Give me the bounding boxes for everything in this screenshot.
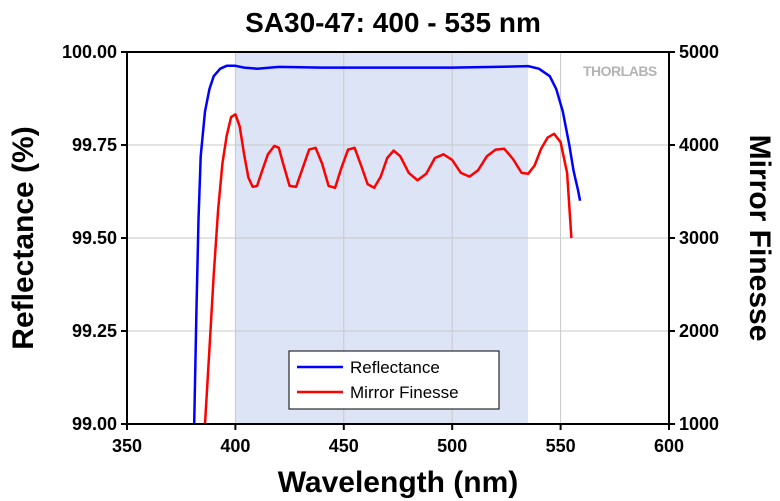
legend: Reflectance Mirror Finesse <box>288 350 500 410</box>
x-tick-label: 350 <box>112 436 142 456</box>
y-tick-label-right: 4000 <box>679 135 719 155</box>
y-tick-label-right: 5000 <box>679 42 719 62</box>
legend-box <box>288 350 500 410</box>
y-axis-label-right: Mirror Finesse <box>743 135 776 342</box>
y-tick-label-right: 2000 <box>679 321 719 341</box>
y-axis-label-left: Reflectance (%) <box>7 126 40 349</box>
x-tick-label: 400 <box>220 436 250 456</box>
x-tick-label: 450 <box>329 436 359 456</box>
x-tick-label: 500 <box>437 436 467 456</box>
y-tick-label-left: 99.75 <box>72 135 117 155</box>
y-tick-label-right: 1000 <box>679 414 719 434</box>
chart-title: SA30-47: 400 - 535 nm <box>245 7 541 38</box>
legend-label-reflectance: Reflectance <box>350 358 440 377</box>
y-tick-label-left: 99.25 <box>72 321 117 341</box>
y-tick-label-left: 99.50 <box>72 228 117 248</box>
series-line-mirror-finesse <box>203 113 573 425</box>
y-tick-label-left: 99.00 <box>72 414 117 434</box>
y-tick-label-left: 100.00 <box>62 42 117 62</box>
x-tick-label: 550 <box>546 436 576 456</box>
legend-label-mirror-finesse: Mirror Finesse <box>350 383 459 402</box>
y-tick-label-right: 3000 <box>679 228 719 248</box>
x-tick-label: 600 <box>654 436 684 456</box>
x-axis-label: Wavelength (nm) <box>278 466 519 499</box>
brand-watermark: THORLABS <box>583 63 657 79</box>
series-line-reflectance <box>192 64 582 425</box>
